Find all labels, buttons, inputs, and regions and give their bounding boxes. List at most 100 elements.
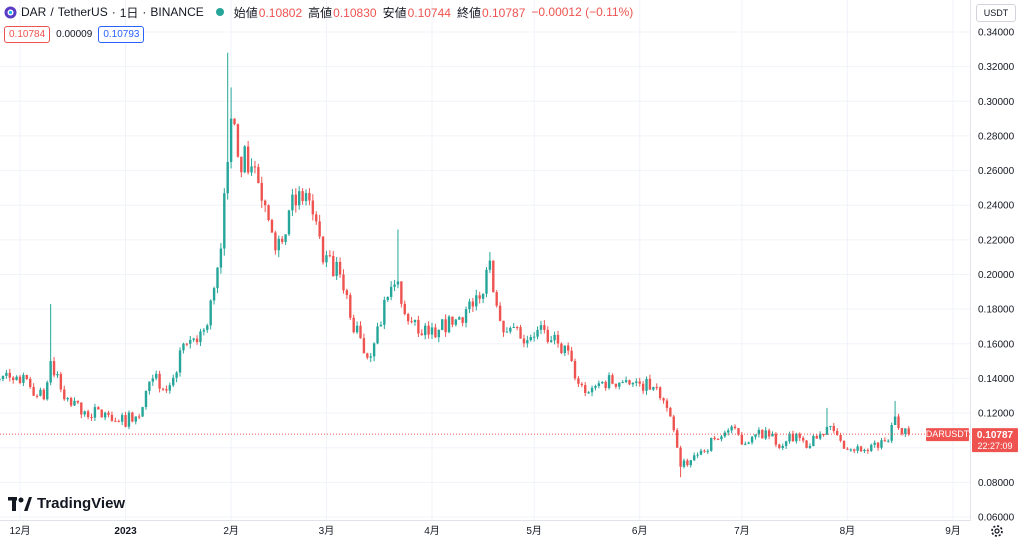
tradingview-watermark: TradingView xyxy=(8,495,125,512)
candle-body xyxy=(80,402,83,415)
candle-body xyxy=(212,288,216,301)
candle-body xyxy=(706,450,710,452)
time-axis[interactable]: 12月 2023 2月 3月 4月 5月 6月 7月 8月 9月 xyxy=(9,525,960,537)
candle-body xyxy=(379,324,383,327)
price-tick-label: 0.14000 xyxy=(978,374,1015,385)
candle-body xyxy=(66,398,69,400)
candle-body xyxy=(120,415,124,422)
ohlc-high: 高値0.10830 xyxy=(308,5,377,20)
candle-body xyxy=(267,205,270,220)
candle-body xyxy=(863,449,866,452)
candle-body xyxy=(22,375,25,383)
candle-body xyxy=(662,398,665,401)
candle-body xyxy=(141,407,144,417)
candle-body xyxy=(240,156,243,173)
candle-body xyxy=(689,460,692,466)
settings-gear-icon[interactable] xyxy=(990,524,1004,538)
candle-body xyxy=(631,382,635,385)
candle-body xyxy=(471,301,475,307)
tradingview-logo-icon xyxy=(8,496,32,511)
candle-body xyxy=(539,325,543,330)
time-tick-label: 8月 xyxy=(840,525,856,537)
price-tag-value-box xyxy=(972,428,1018,453)
candle-body xyxy=(175,372,178,378)
candle-body xyxy=(195,338,199,343)
candle-body xyxy=(451,316,454,325)
candle-body xyxy=(298,191,301,206)
candle-body xyxy=(880,440,883,448)
candle-body xyxy=(389,286,393,298)
candle-body xyxy=(366,353,369,358)
candle-body xyxy=(607,375,611,389)
candle-body xyxy=(328,255,332,257)
price-tick-label: 0.26000 xyxy=(978,166,1015,177)
candle-body xyxy=(11,377,15,380)
candle-body xyxy=(338,261,342,275)
sell-price-button[interactable]: 0.10784 xyxy=(4,26,51,43)
price-axis[interactable]: 0.34000 0.32000 0.30000 0.28000 0.26000 0.240… xyxy=(978,28,1015,524)
candle-body xyxy=(887,440,890,442)
price-tag: DARUSDT 0.10787 22:27:09 xyxy=(926,428,1018,453)
candle-body xyxy=(35,395,39,397)
candle-body xyxy=(624,380,628,383)
candle-body xyxy=(63,389,66,400)
candle-body xyxy=(100,409,103,418)
exchange-label: BINANCE xyxy=(150,5,204,19)
candle-body xyxy=(546,329,549,342)
candle-body xyxy=(784,441,788,446)
candle-body xyxy=(710,437,713,451)
candle-body xyxy=(294,194,298,206)
candle-body xyxy=(543,325,546,330)
candle-body xyxy=(25,375,29,379)
candle-body xyxy=(635,381,638,383)
candle-body xyxy=(406,314,410,322)
candle-body xyxy=(567,345,570,351)
candle-body xyxy=(594,385,597,388)
candle-body xyxy=(604,381,607,389)
candle-body xyxy=(29,378,32,387)
candle-body xyxy=(192,338,195,340)
time-tick-label: 7月 xyxy=(734,525,750,537)
candle-body xyxy=(277,238,280,251)
candle-body xyxy=(587,392,590,394)
candle-body xyxy=(733,426,737,429)
time-tick-label: 9月 xyxy=(945,525,961,537)
candle-body xyxy=(723,432,727,437)
candle-body xyxy=(509,327,512,332)
candle-body xyxy=(767,430,771,437)
candle-body xyxy=(553,334,556,341)
candle-body xyxy=(556,334,560,344)
symbol-separator: / xyxy=(50,5,54,19)
candle-body xyxy=(464,309,468,323)
candle-body xyxy=(679,447,682,467)
price-tag-symbol-box xyxy=(926,428,969,442)
candle-body xyxy=(812,435,815,446)
watermark-text: TradingView xyxy=(37,495,126,512)
candle-body xyxy=(648,378,652,390)
candle-body xyxy=(376,326,379,344)
candle-body xyxy=(720,436,723,440)
candle-body xyxy=(747,442,750,444)
candle-body xyxy=(481,293,485,299)
candle-body xyxy=(423,325,427,336)
candle-body xyxy=(134,416,137,422)
candle-body xyxy=(873,442,876,445)
candle-body xyxy=(311,200,315,215)
buy-price-button[interactable]: 0.10793 xyxy=(98,26,145,43)
currency-unit-button[interactable]: USDT xyxy=(976,4,1016,22)
candle-body xyxy=(883,440,887,442)
time-tick-label: 6月 xyxy=(632,525,648,537)
candle-body xyxy=(117,421,120,423)
candle-body xyxy=(93,407,97,418)
separator-dot: · xyxy=(142,5,147,19)
candle-body xyxy=(15,376,18,380)
symbol-title[interactable]: DAR / TetherUS · 1日 · BINANCE xyxy=(4,4,204,21)
candle-body xyxy=(83,411,86,415)
candle-body xyxy=(76,400,80,403)
price-tag-symbol: DARUSDT xyxy=(926,429,970,439)
candle-body xyxy=(655,387,658,389)
candle-body xyxy=(325,255,328,263)
candle-body xyxy=(638,381,641,384)
